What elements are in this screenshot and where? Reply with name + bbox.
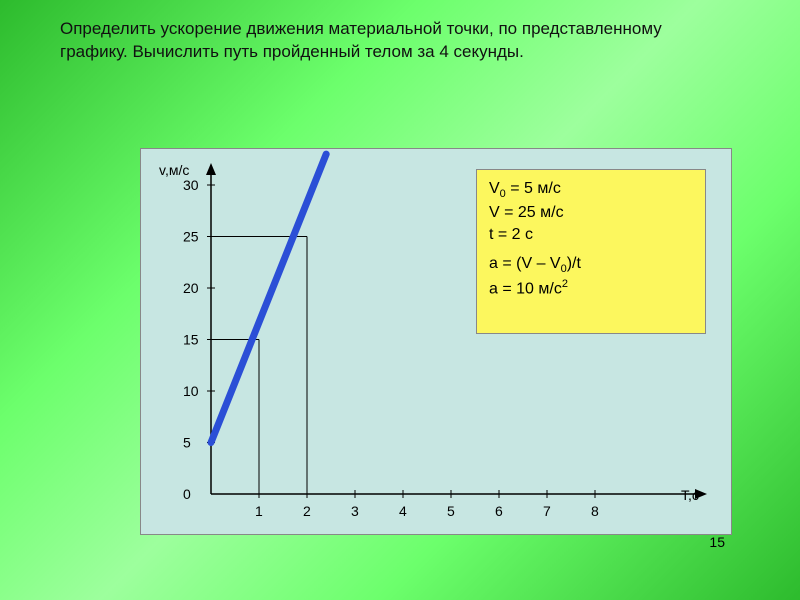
title-line2: графику. Вычислить путь пройденный телом… (60, 42, 524, 61)
svg-text:0: 0 (183, 486, 191, 502)
svg-text:7: 7 (543, 503, 551, 519)
sol-line4: a = (V – V0)/t (489, 253, 693, 277)
svg-text:10: 10 (183, 383, 199, 399)
page-number: 15 (709, 534, 725, 550)
title-line1: Определить ускорение движения материальн… (60, 19, 662, 38)
svg-text:20: 20 (183, 280, 199, 296)
svg-text:25: 25 (183, 229, 199, 245)
sol-line5: a = 10 м/с2 (489, 277, 693, 300)
chart-panel: 0 5 10 15 20 25 30 1 2 3 4 5 6 7 8 v,м/с T,c V0 = 5 м/с … (140, 148, 732, 535)
sol-line3: t = 2 c (489, 224, 693, 246)
svg-text:1: 1 (255, 503, 263, 519)
problem-title: Определить ускорение движения материальн… (60, 18, 740, 64)
solution-box: V0 = 5 м/с V = 25 м/с t = 2 c a = (V – V… (476, 169, 706, 334)
svg-text:5: 5 (183, 435, 191, 451)
svg-text:T,c: T,c (681, 487, 699, 503)
svg-text:30: 30 (183, 177, 199, 193)
sol-line2: V = 25 м/с (489, 202, 693, 224)
svg-text:6: 6 (495, 503, 503, 519)
sol-line1: V0 = 5 м/с (489, 178, 693, 202)
svg-text:8: 8 (591, 503, 599, 519)
svg-text:15: 15 (183, 332, 199, 348)
svg-text:5: 5 (447, 503, 455, 519)
svg-text:4: 4 (399, 503, 407, 519)
svg-text:2: 2 (303, 503, 311, 519)
svg-text:v,м/с: v,м/с (159, 162, 189, 178)
svg-text:3: 3 (351, 503, 359, 519)
